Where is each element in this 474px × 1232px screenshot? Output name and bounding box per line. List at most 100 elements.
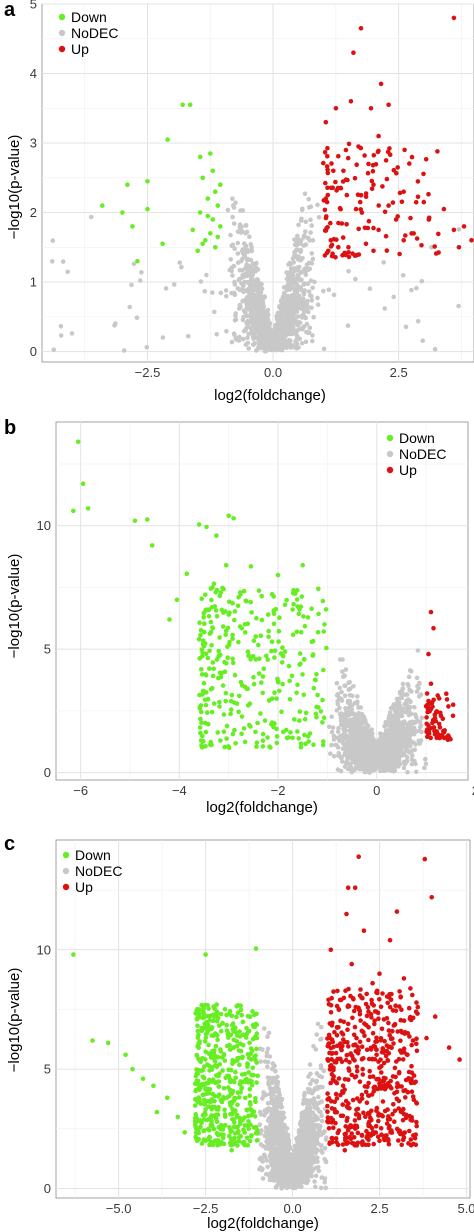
point-nodec [308,230,313,235]
point-nodec [304,1099,310,1104]
point-nodec [402,719,407,724]
point-nodec [411,740,416,745]
point-nodec [262,318,267,324]
point-nodec [382,306,388,311]
point-nodec [229,290,234,296]
point-down [320,697,325,703]
point-up [426,191,431,197]
point-down [251,638,257,643]
point-up [376,148,381,154]
point-down [253,729,258,735]
point-nodec [310,285,316,291]
point-nodec [264,1053,270,1059]
point-down [239,714,245,719]
point-nodec [408,699,413,705]
legend-label-down: Down [71,9,107,25]
point-down [316,586,321,592]
point-down [255,642,261,648]
point-nodec [235,229,241,234]
point-nodec [340,733,346,738]
point-up [456,245,462,250]
point-up [321,198,327,203]
point-nodec [262,1152,267,1158]
point-nodec [244,273,250,279]
point-nodec [319,1143,324,1148]
point-nodec [349,769,355,775]
point-nodec [406,683,411,688]
point-nodec [310,256,316,262]
point-nodec [288,266,294,271]
point-nodec [295,257,301,262]
point-up [358,26,364,31]
point-down [238,679,244,685]
point-down [203,608,208,613]
point-up [387,146,392,151]
point-nodec [335,701,341,707]
point-up [428,681,434,686]
point-down [217,704,222,709]
point-up [441,206,447,212]
point-nodec [232,332,237,338]
point-down [211,581,217,586]
point-down [236,639,241,645]
point-down [209,742,214,748]
point-nodec [258,300,264,306]
point-nodec [250,322,255,327]
point-nodec [212,309,217,315]
point-nodec [305,1136,311,1142]
point-nodec [243,328,248,333]
point-nodec [295,306,301,311]
point-nodec [337,657,343,662]
point-up [421,171,426,177]
point-nodec [282,1139,287,1144]
point-nodec [393,736,398,741]
point-down [295,729,300,734]
point-nodec [299,1158,305,1163]
point-up [346,245,351,250]
point-nodec [244,229,250,235]
point-down [313,711,319,717]
point-nodec [299,207,305,213]
point-down [294,690,299,696]
point-nodec [231,221,237,226]
point-nodec [419,715,425,721]
point-nodec [393,742,399,747]
point-down [265,657,271,662]
point-nodec [340,759,345,764]
point-nodec [319,1118,325,1124]
point-nodec [236,278,242,283]
point-down [145,179,150,184]
point-down [216,653,222,658]
point-nodec [248,257,254,263]
point-down [217,593,223,599]
point-nodec [246,346,251,351]
point-down [216,675,221,681]
point-down [274,740,280,746]
point-nodec [262,1026,267,1031]
point-nodec [400,681,406,687]
point-down [221,729,227,734]
legend-label-nodec: NoDEC [399,446,446,462]
point-nodec [422,765,427,771]
point-down [322,622,327,627]
point-up [451,15,457,21]
point-nodec [312,1179,317,1184]
point-down [195,248,200,254]
point-up [413,200,419,205]
point-down [303,710,309,716]
point-down [251,675,256,680]
point-nodec [391,769,397,774]
point-nodec [296,222,301,228]
point-nodec [415,648,421,653]
point-nodec [315,202,320,208]
point-nodec [423,761,429,766]
point-nodec [243,265,248,271]
point-nodec [318,1063,324,1068]
point-nodec [336,726,341,731]
point-nodec [198,279,204,284]
point-down [203,673,209,678]
point-nodec [139,270,144,275]
point-up [323,228,329,233]
point-nodec [273,347,279,353]
